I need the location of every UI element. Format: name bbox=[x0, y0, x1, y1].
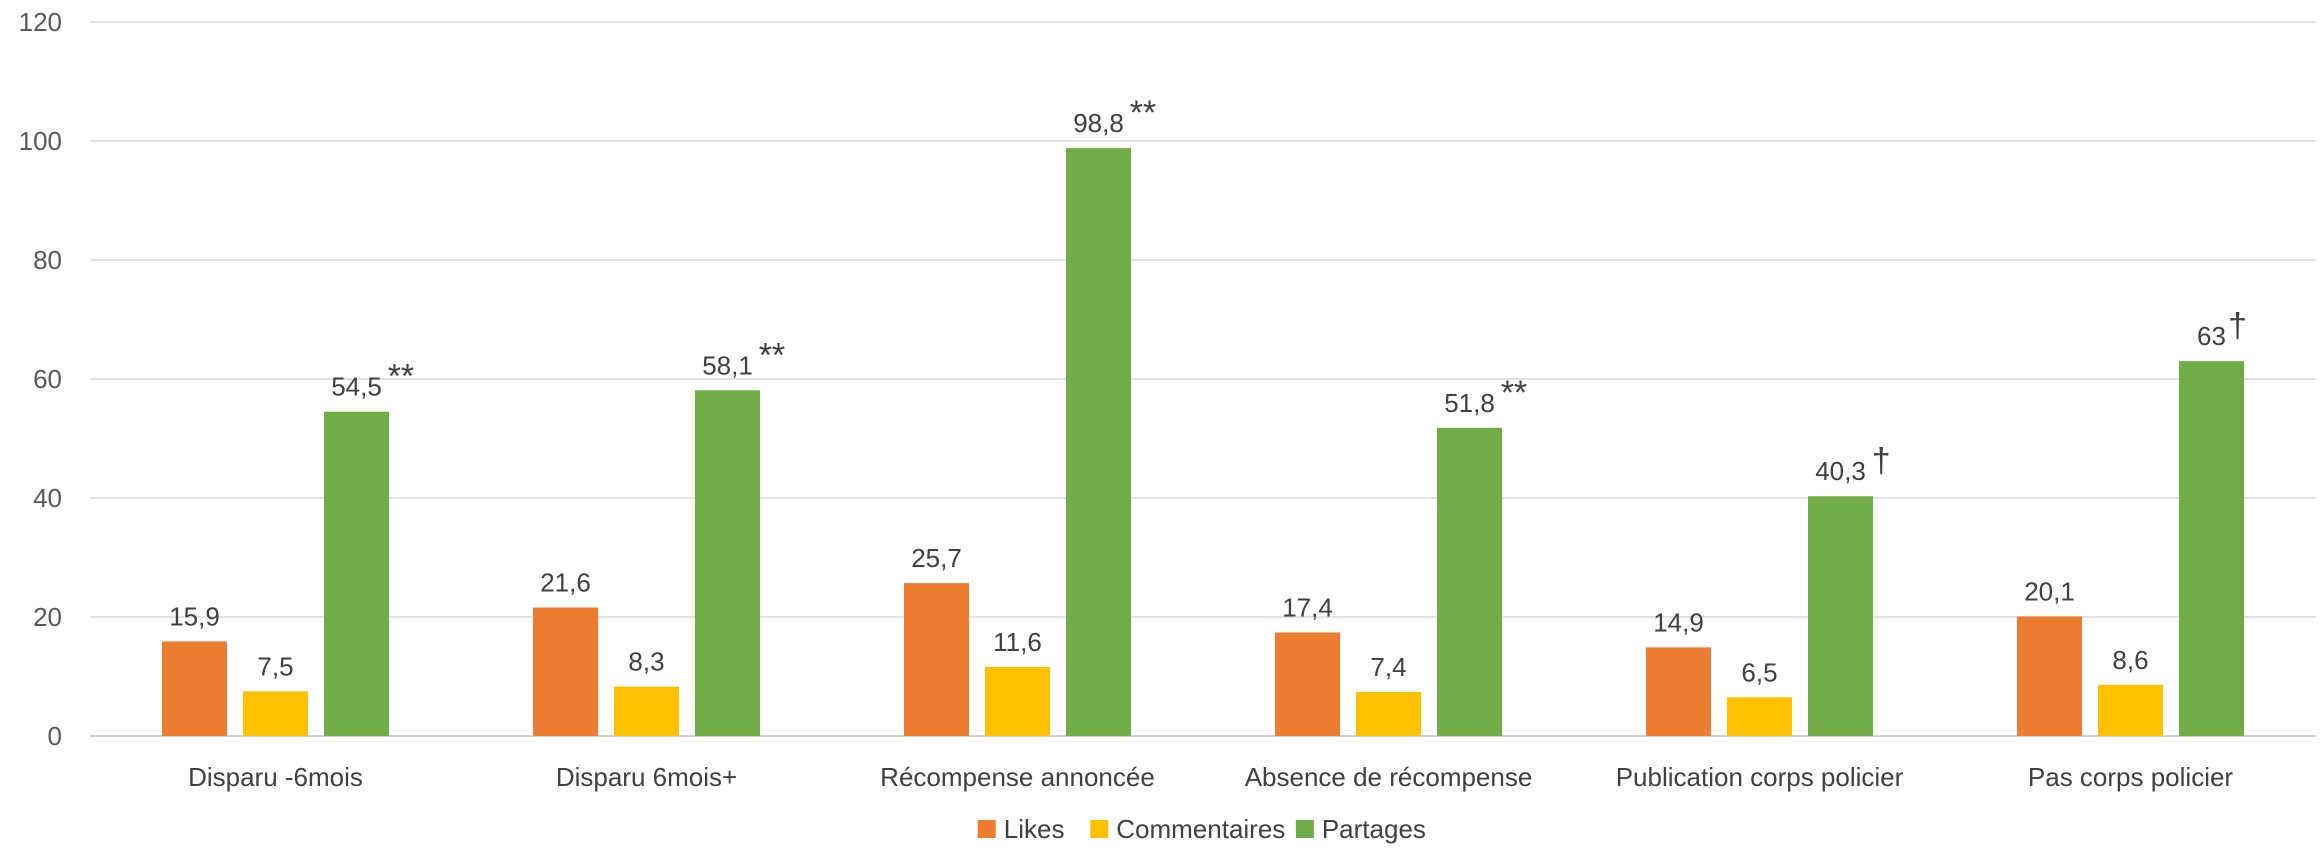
y-axis-ticks: 0 20 40 60 80 100 120 bbox=[19, 7, 62, 751]
data-label: 63 bbox=[2197, 321, 2226, 351]
legend-swatch-partages bbox=[1295, 820, 1314, 838]
data-label: 21,6 bbox=[540, 567, 591, 597]
data-label: 8,6 bbox=[2112, 645, 2148, 675]
bar-commentaires bbox=[1356, 691, 1421, 736]
data-label: 54,5 bbox=[331, 372, 382, 402]
y-tick-label: 60 bbox=[33, 364, 62, 394]
bar-likes bbox=[162, 641, 227, 736]
x-category-label: Publication corps policier bbox=[1616, 762, 1904, 792]
bar-commentaires bbox=[614, 686, 679, 736]
bar-likes bbox=[533, 607, 598, 736]
data-labels: 15,97,554,5 **21,68,358,1 **25,711,698,8 **… bbox=[169, 94, 2247, 687]
bar-partages bbox=[1066, 148, 1131, 736]
data-label: 40,3 bbox=[1815, 456, 1866, 486]
bar-likes bbox=[1646, 647, 1711, 736]
x-category-label: Pas corps policier bbox=[2028, 762, 2234, 792]
significance-mark: † bbox=[1872, 442, 1891, 480]
y-tick-label: 80 bbox=[33, 245, 62, 275]
y-tick-label: 120 bbox=[19, 7, 62, 37]
bar-commentaires bbox=[985, 666, 1050, 736]
bar-likes bbox=[904, 583, 969, 736]
x-category-label: Récompense annoncée bbox=[880, 762, 1155, 792]
data-label: 15,9 bbox=[169, 601, 220, 631]
bars bbox=[162, 148, 2244, 736]
significance-mark: ** bbox=[759, 336, 785, 374]
bar-commentaires bbox=[2098, 684, 2163, 736]
legend: Likes Commentaires Partages bbox=[977, 814, 1426, 844]
x-category-label: Absence de récompense bbox=[1245, 762, 1533, 792]
x-category-label: Disparu 6mois+ bbox=[556, 762, 737, 792]
data-label: 7,4 bbox=[1370, 652, 1406, 682]
bar-partages bbox=[2179, 361, 2244, 736]
significance-mark: ** bbox=[388, 358, 414, 396]
legend-swatch-commentaires bbox=[1090, 820, 1109, 838]
bar-partages bbox=[1437, 427, 1502, 736]
y-tick-label: 100 bbox=[19, 126, 62, 156]
y-tick-label: 20 bbox=[33, 602, 62, 632]
legend-label: Likes bbox=[1004, 814, 1065, 844]
bar-commentaires bbox=[243, 691, 308, 736]
data-label: 7,5 bbox=[257, 651, 293, 681]
data-label: 17,4 bbox=[1282, 592, 1333, 622]
bar-commentaires bbox=[1727, 697, 1792, 736]
y-tick-label: 40 bbox=[33, 483, 62, 513]
x-category-label: Disparu -6mois bbox=[188, 762, 363, 792]
bar-partages bbox=[324, 411, 389, 736]
significance-mark: † bbox=[2228, 307, 2247, 345]
y-tick-label: 0 bbox=[48, 721, 62, 751]
gridlines bbox=[90, 21, 2316, 737]
data-label: 98,8 bbox=[1073, 108, 1124, 138]
significance-mark: ** bbox=[1130, 94, 1156, 132]
significance-mark: ** bbox=[1501, 374, 1527, 412]
data-label: 51,8 bbox=[1444, 388, 1495, 418]
data-label: 58,1 bbox=[702, 350, 753, 380]
data-label: 8,3 bbox=[628, 647, 664, 677]
legend-swatch-likes bbox=[977, 820, 996, 838]
data-label: 14,9 bbox=[1653, 607, 1704, 637]
x-axis-labels: Disparu -6mois Disparu 6mois+ Récompense a… bbox=[188, 762, 2233, 792]
bar-partages bbox=[1808, 496, 1873, 736]
legend-label: Commentaires bbox=[1116, 814, 1285, 844]
bar-likes bbox=[2017, 616, 2082, 736]
data-label: 20,1 bbox=[2024, 576, 2075, 606]
bar-likes bbox=[1275, 632, 1340, 736]
data-label: 11,6 bbox=[993, 627, 1042, 657]
bar-partages bbox=[695, 390, 760, 736]
data-label: 25,7 bbox=[911, 543, 962, 573]
data-label: 6,5 bbox=[1741, 657, 1777, 687]
legend-label: Partages bbox=[1322, 814, 1426, 844]
